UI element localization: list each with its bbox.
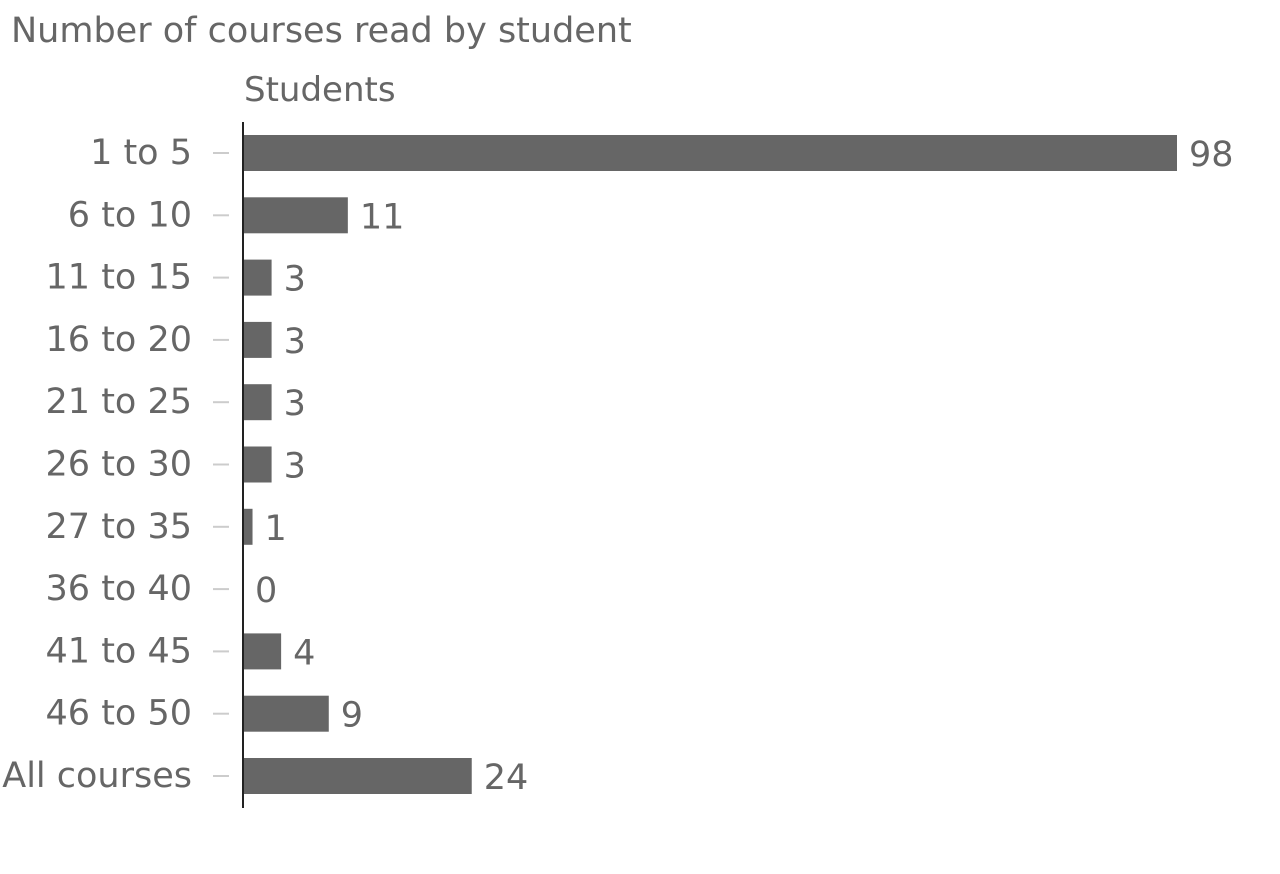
bar-value-label: 9 [341,696,363,736]
chart-title: Number of courses read by student [11,11,632,51]
bar [243,321,272,358]
bar-value-label: 1 [265,509,287,549]
bar [243,384,272,421]
bar [243,446,272,483]
x-axis-title: Students [244,70,396,110]
category-label: All courses [2,756,192,796]
bar [243,197,348,234]
bar-value-label: 3 [284,322,306,362]
bar-value-label: 3 [284,384,306,424]
bar-value-label: 0 [255,571,277,611]
category-label: 41 to 45 [46,631,192,671]
bar [243,633,282,670]
bar-value-label: 3 [284,447,306,487]
bar [243,135,1177,171]
bar-value-label: 98 [1189,135,1234,175]
bar-value-label: 24 [484,758,529,798]
category-label: 6 to 10 [68,195,192,235]
bar-value-label: 4 [293,633,315,673]
category-label: 26 to 30 [46,445,192,485]
category-label: 21 to 25 [46,382,192,422]
category-label: 1 to 5 [90,133,192,173]
bar-value-label: 3 [284,260,306,300]
category-label: 16 to 20 [46,320,192,360]
category-label: 27 to 35 [46,507,192,547]
bar [243,508,253,545]
bar-value-label: 11 [360,197,405,237]
category-label: 36 to 40 [46,569,192,609]
bar [243,259,272,296]
bars-group: 1 to 5 98 6 to 10 11 11 to 15 3 16 to 20 3 21 to… [2,133,1233,798]
bar [243,695,329,732]
category-label: 46 to 50 [46,694,192,734]
bar [243,758,472,794]
category-label: 11 to 15 [46,258,192,298]
